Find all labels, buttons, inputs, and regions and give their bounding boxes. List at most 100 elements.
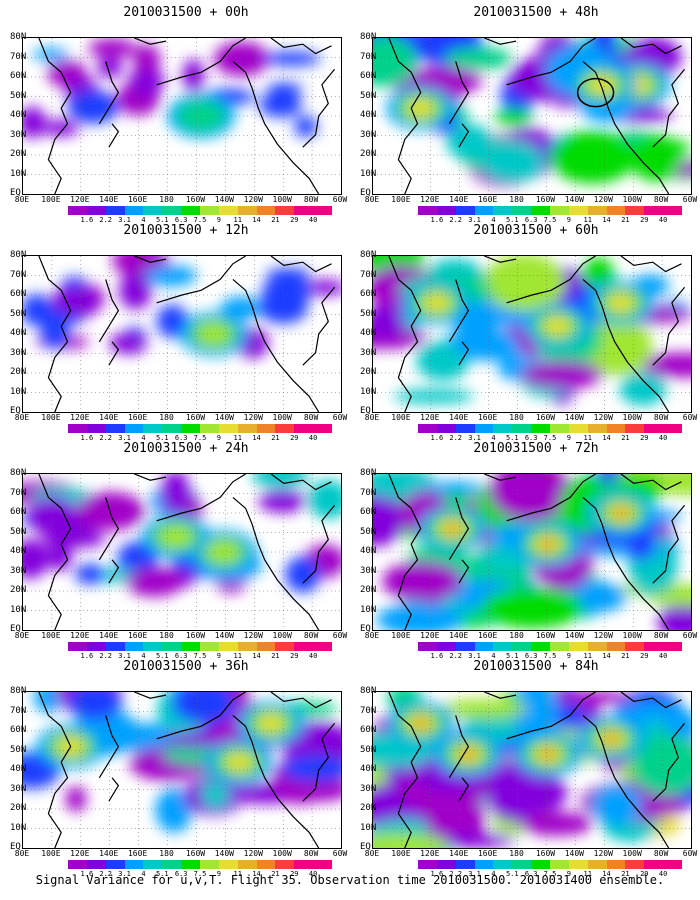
variance-blob: [128, 65, 165, 97]
map-panel-12h: 2010031500 + 12h 80N 70N 60N 50N 40N 30N 20N 10N…: [10, 223, 356, 443]
colorbar-swatch: [606, 860, 626, 869]
variance-map: [372, 473, 692, 631]
panel-title: 2010031500 + 72h: [473, 441, 599, 456]
coastline: [388, 692, 422, 848]
lat-label: 60N: [360, 507, 377, 517]
lon-label: 160E: [127, 849, 148, 858]
colorbar-swatch: [531, 860, 551, 869]
coastline: [620, 256, 682, 273]
lon-label: 180: [509, 413, 524, 422]
coastline: [108, 777, 120, 802]
variance-blob: [47, 542, 73, 571]
colorbar-label: 1.6: [430, 652, 444, 660]
lon-label: 140W: [214, 631, 234, 640]
colorbar-swatch: [625, 424, 645, 433]
variance-hotspot: [157, 524, 194, 549]
lon-label: 140E: [99, 631, 119, 640]
colorbar-swatch: [663, 206, 683, 215]
colorbar-label: 5.1: [505, 216, 519, 224]
map-canvas: [23, 256, 341, 412]
lat-label: 70N: [10, 487, 27, 498]
lat-label: 50N: [360, 744, 377, 755]
variance-blob: [263, 51, 322, 66]
lon-label: 100E: [41, 195, 61, 204]
coastline: [156, 256, 246, 304]
colorbar-label: 3.1: [118, 216, 131, 224]
colorbar-swatch: [181, 860, 201, 869]
lon-label: 100E: [41, 413, 61, 422]
variance-field: [23, 256, 341, 359]
variance-blob: [259, 93, 303, 118]
colorbar-swatch: [418, 424, 437, 433]
lon-label: 100E: [391, 195, 411, 204]
variance-field: [23, 692, 341, 833]
lon-label: 160E: [127, 195, 148, 204]
lat-label: EQ: [360, 188, 371, 198]
lon-label: 120W: [593, 195, 613, 204]
colorbar-label: 21: [271, 216, 280, 224]
colorbar-swatch: [587, 206, 607, 215]
lon-label: 160W: [185, 195, 206, 204]
panel-title: 2010031500 + 24h: [123, 441, 249, 456]
colorbar-swatch: [663, 424, 683, 433]
colorbar-swatch: [455, 860, 475, 869]
colorbar-swatch: [237, 642, 257, 651]
lon-label: 140W: [214, 413, 234, 422]
coastline: [156, 38, 246, 86]
colorbar-label: 14: [252, 434, 261, 442]
map-panel-00h: 2010031500 + 00h 80N 70N 60N 50N 40N 30N 20N 10N…: [10, 5, 356, 225]
colorbar-label: 40: [658, 216, 668, 224]
colorbar-swatch: [86, 860, 106, 869]
colorbar-swatch: [455, 642, 475, 651]
colorbar-swatch: [313, 206, 333, 215]
variance-blob: [285, 556, 321, 593]
colorbar-swatch: [474, 424, 494, 433]
colorbar-label: 5.1: [155, 652, 169, 660]
colorbar-swatch: [587, 860, 607, 869]
variance-field: [373, 38, 691, 187]
colorbar-swatch: [275, 860, 295, 869]
colorbar-label: 1.6: [430, 870, 444, 878]
colorbar-label: 2.2: [449, 870, 463, 878]
colorbar-swatch: [455, 206, 475, 215]
colorbar-label: 9: [566, 870, 571, 878]
lat-label: EQ: [360, 842, 371, 852]
colorbar-label: 1.6: [80, 216, 94, 224]
colorbar-swatch: [644, 206, 664, 215]
map-canvas: [373, 256, 691, 412]
lon-label: 180: [509, 849, 524, 858]
coastline: [448, 497, 470, 561]
panel-title: 2010031500 + 36h: [123, 659, 249, 674]
colorbar-label: 14: [252, 652, 261, 660]
colorbar-label: 2.2: [99, 434, 113, 442]
lon-label: 140E: [449, 195, 469, 204]
lon-label: 100W: [272, 849, 292, 858]
colorbar-swatch: [200, 860, 219, 869]
lon-label: 160E: [477, 631, 498, 640]
coastline: [232, 714, 320, 848]
lat-label: 10N: [10, 386, 27, 397]
coastline: [98, 497, 120, 561]
colorbar-swatch: [143, 860, 163, 869]
lon-label: 80E: [14, 413, 30, 422]
lat-label: 60N: [360, 71, 377, 81]
colorbar-swatch: [418, 206, 437, 215]
coastline: [232, 496, 320, 630]
lon-label: 60W: [682, 195, 698, 204]
colorbar-label: 14: [602, 216, 611, 224]
colorbar-swatch: [86, 642, 106, 651]
colorbar-swatch: [474, 206, 494, 215]
colorbar-swatch: [606, 642, 626, 651]
lon-label: 140W: [564, 413, 584, 422]
colorbar-label: 14: [252, 870, 261, 878]
lon-label: 120W: [243, 631, 263, 640]
colorbar-swatch: [162, 860, 182, 869]
colorbar-label: 7.5: [543, 870, 557, 878]
variance-blob: [213, 41, 270, 77]
variance-blob: [160, 474, 191, 515]
colorbar-swatch: [568, 642, 588, 651]
colorbar-swatch: [550, 206, 569, 215]
lon-label: 80W: [653, 413, 669, 422]
lon-label: 60W: [332, 849, 348, 858]
lat-label: 60N: [360, 725, 377, 735]
